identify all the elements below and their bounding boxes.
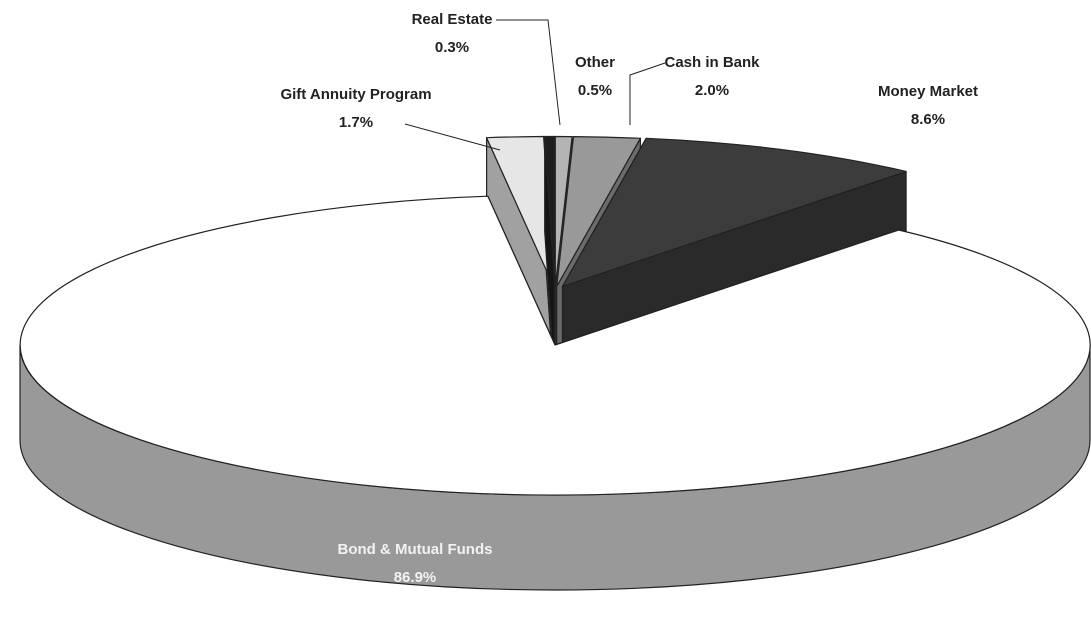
leader-line <box>496 19 561 126</box>
slice-value-label: 0.5% <box>578 82 612 99</box>
slice-label: Cash in Bank <box>664 54 760 71</box>
slice-top <box>19 195 1091 496</box>
slice-label: Real Estate <box>412 11 493 28</box>
leader-line <box>629 62 666 125</box>
slice-label: Other <box>575 54 615 71</box>
slice-top <box>561 137 907 288</box>
pie <box>19 135 1091 591</box>
slice-label: Bond & Mutual Funds <box>338 541 493 558</box>
slice-value-label: 8.6% <box>911 111 945 128</box>
labels: Other 0.5% Cash in Bank 2.0% Money Market 8.6… <box>280 11 978 586</box>
slice-top <box>544 135 556 288</box>
slice-value-label: 0.3% <box>435 39 469 56</box>
slice-value-label: 86.9% <box>394 569 437 586</box>
slice-label: Gift Annuity Program <box>280 86 431 103</box>
slice-value-label: 2.0% <box>695 82 729 99</box>
slice-top <box>556 136 641 288</box>
slice-value-label: 1.7% <box>339 114 373 131</box>
slice-label: Money Market <box>878 83 978 100</box>
leader-line <box>404 123 501 151</box>
slice-top <box>486 135 555 288</box>
